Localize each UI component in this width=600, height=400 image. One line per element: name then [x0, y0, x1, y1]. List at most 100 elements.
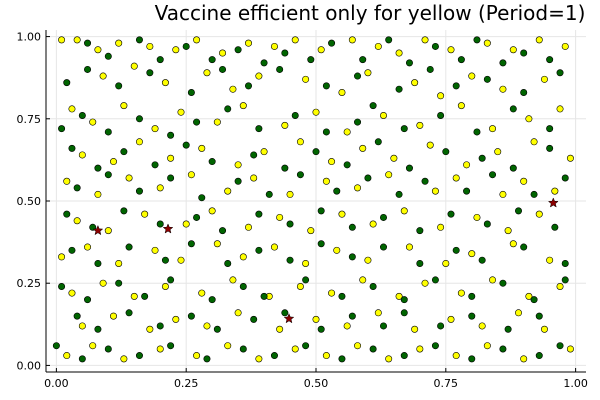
data-point: [483, 75, 491, 83]
data-point: [276, 65, 284, 73]
data-point: [437, 112, 445, 120]
data-point: [63, 177, 71, 185]
data-point: [182, 141, 190, 149]
data-point: [286, 190, 294, 198]
data-point: [63, 210, 71, 218]
data-point: [343, 128, 351, 136]
data-point: [99, 279, 107, 287]
data-point: [52, 342, 60, 350]
data-point: [369, 220, 377, 228]
data-point: [457, 102, 465, 110]
data-point: [473, 128, 481, 136]
data-point: [203, 69, 211, 77]
data-point: [416, 345, 424, 353]
data-point: [296, 138, 304, 146]
data-point: [348, 36, 356, 44]
data-point: [302, 259, 310, 267]
data-point: [104, 128, 112, 136]
data-point: [99, 72, 107, 80]
data-point: [379, 213, 387, 221]
data-point: [364, 174, 372, 182]
data-point: [546, 144, 554, 152]
data-point-star: [92, 224, 104, 236]
data-point: [161, 256, 169, 264]
data-point: [400, 309, 408, 317]
data-point: [317, 207, 325, 215]
data-point: [535, 312, 543, 320]
data-point: [483, 342, 491, 350]
data-point: [234, 46, 242, 54]
data-point: [172, 46, 180, 54]
data-point: [94, 46, 102, 54]
data-point: [255, 246, 263, 254]
data-point: [146, 69, 154, 77]
y-tick-label: 0.00: [17, 359, 42, 372]
data-point: [546, 256, 554, 264]
data-point: [68, 289, 76, 297]
data-point: [421, 177, 429, 185]
data-point: [89, 118, 97, 126]
data-point: [270, 352, 278, 360]
data-point: [437, 223, 445, 231]
data-point: [478, 322, 486, 330]
data-point: [411, 79, 419, 87]
data-point: [307, 227, 315, 235]
data-point: [224, 342, 232, 350]
data-point: [483, 220, 491, 228]
data-point: [525, 115, 533, 123]
data-point: [431, 42, 439, 50]
y-tick-label: 0.75: [17, 113, 42, 126]
data-point: [328, 289, 336, 297]
data-point: [540, 75, 548, 83]
data-point: [291, 345, 299, 353]
x-tick-label: 0.50: [304, 377, 329, 390]
data-point: [499, 190, 507, 198]
data-point: [193, 352, 201, 360]
data-point: [130, 62, 138, 70]
data-point: [73, 217, 81, 225]
data-point: [104, 345, 112, 353]
data-point: [307, 56, 315, 64]
x-tick-label: 0.75: [434, 377, 459, 390]
data-point: [535, 210, 543, 218]
data-point: [468, 72, 476, 80]
data-point: [431, 187, 439, 195]
data-point: [411, 325, 419, 333]
data-point: [156, 345, 164, 353]
data-point: [437, 322, 445, 330]
x-tick-label: 0.00: [44, 377, 69, 390]
data-point: [509, 164, 517, 172]
data-point: [73, 184, 81, 192]
data-point: [489, 125, 497, 133]
data-point: [431, 276, 439, 284]
data-point: [141, 210, 149, 218]
data-point: [135, 352, 143, 360]
data-point: [473, 36, 481, 44]
data-point: [390, 154, 398, 162]
data-point: [395, 292, 403, 300]
data-point: [520, 88, 528, 96]
data-point: [374, 309, 382, 317]
x-tick-label: 1.00: [563, 377, 588, 390]
data-point: [333, 246, 341, 254]
data-point: [167, 342, 175, 350]
data-point: [219, 227, 227, 235]
data-point: [395, 85, 403, 93]
data-point: [177, 108, 185, 116]
data-point: [442, 259, 450, 267]
data-point: [317, 46, 325, 54]
data-point: [530, 138, 538, 146]
data-point: [73, 36, 81, 44]
data-point: [68, 246, 76, 254]
data-point: [556, 342, 564, 350]
data-point: [348, 223, 356, 231]
data-point: [437, 92, 445, 100]
data-point: [426, 141, 434, 149]
data-point: [151, 161, 159, 169]
data-point: [405, 243, 413, 251]
data-point: [551, 187, 559, 195]
data-point: [255, 125, 263, 133]
data-point: [369, 345, 377, 353]
data-point: [276, 213, 284, 221]
data-point: [369, 282, 377, 290]
